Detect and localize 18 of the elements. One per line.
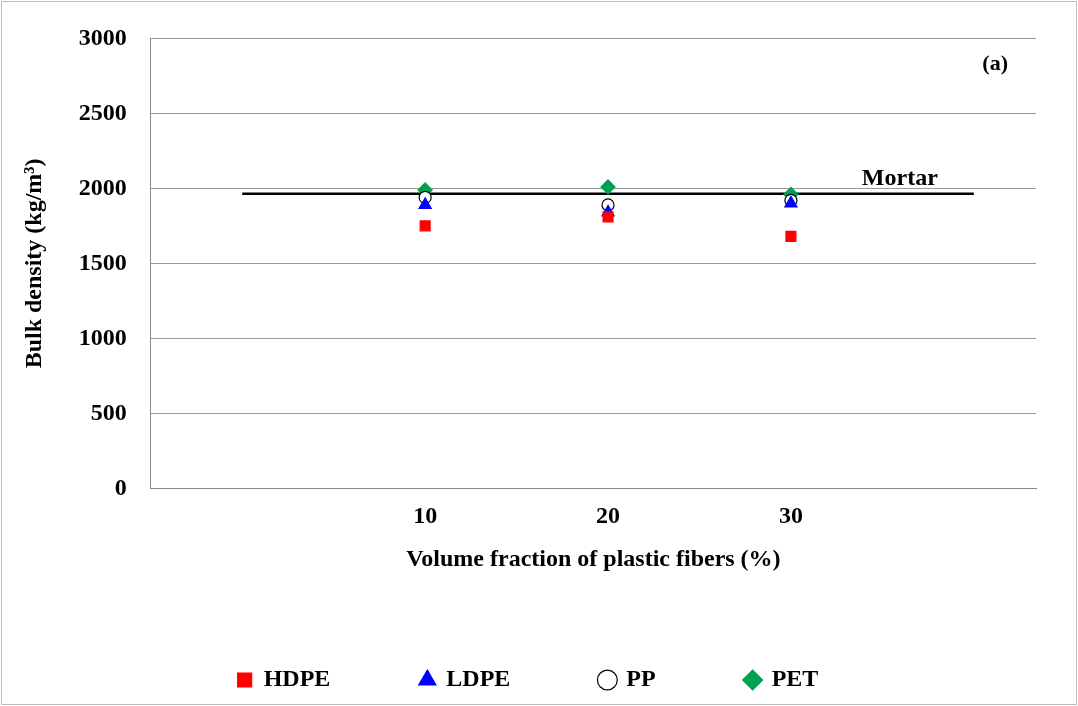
y-tick-label: 2000 xyxy=(78,173,127,200)
x-axis-title: Volume fraction of plastic fibers (%) xyxy=(406,544,781,571)
y-tick-label: 1000 xyxy=(78,323,127,350)
y-axis-title: Bulk density (kg/m³) xyxy=(19,158,46,369)
y-tick-label: 500 xyxy=(90,398,127,425)
legend-label: PET xyxy=(771,665,819,692)
y-tick-label: 2500 xyxy=(78,98,127,125)
x-tick-label: 30 xyxy=(778,502,803,528)
y-tick-label: 0 xyxy=(114,473,127,500)
series-label: Mortar xyxy=(861,163,939,190)
x-tick-label: 20 xyxy=(596,502,621,528)
legend-label: PP xyxy=(626,665,656,692)
y-tick-label: 3000 xyxy=(78,23,127,50)
x-tick-label: 10 xyxy=(413,502,438,528)
annotation: (a) xyxy=(982,50,1008,76)
y-tick-label: 1500 xyxy=(78,248,127,275)
legend-label: LDPE xyxy=(446,665,511,692)
legend-label: HDPE xyxy=(263,665,331,692)
